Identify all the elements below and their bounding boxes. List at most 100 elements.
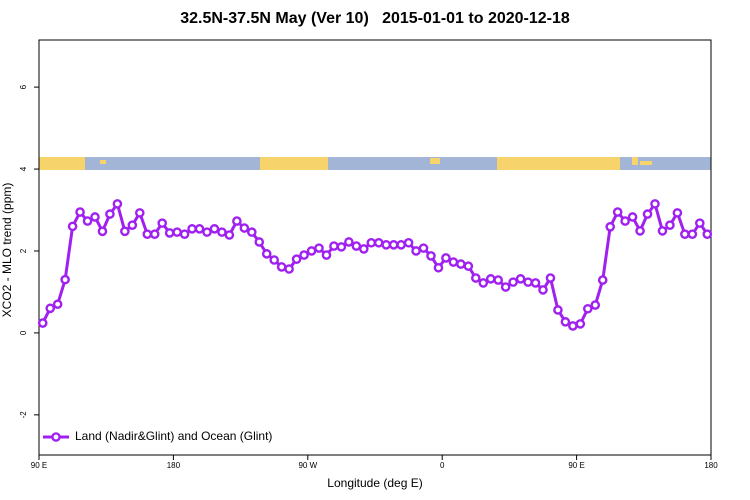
data-point xyxy=(284,264,294,274)
data-point xyxy=(545,273,556,283)
data-point xyxy=(418,243,429,253)
data-point xyxy=(172,227,182,237)
y-tick-label: -2 xyxy=(19,411,28,419)
data-point xyxy=(90,212,100,222)
data-point xyxy=(306,246,317,256)
data-point xyxy=(687,229,698,239)
y-tick-label: 4 xyxy=(19,166,28,171)
data-point xyxy=(209,224,220,234)
data-point xyxy=(112,199,123,209)
data-point xyxy=(680,229,690,239)
data-point xyxy=(202,227,212,237)
data-point xyxy=(702,229,713,239)
x-tick-label: 90 E xyxy=(31,461,47,470)
data-point xyxy=(508,277,518,287)
data-point xyxy=(314,243,324,253)
data-point xyxy=(530,278,541,288)
data-point xyxy=(82,216,93,226)
data-point xyxy=(493,275,504,285)
data-point xyxy=(448,257,459,267)
data-point xyxy=(261,249,272,259)
x-tick-label: 0 xyxy=(440,461,445,470)
y-tick-label: 0 xyxy=(19,330,28,335)
data-point xyxy=(426,251,436,261)
data-point xyxy=(441,253,451,263)
data-point xyxy=(695,218,705,228)
data-point xyxy=(52,299,63,310)
data-point xyxy=(269,255,280,265)
data-point xyxy=(134,208,145,218)
data-point xyxy=(276,262,287,272)
data-point xyxy=(657,226,668,236)
legend-label: Land (Nadir&Glint) and Ocean (Glint) xyxy=(75,429,272,443)
data-point xyxy=(105,209,115,219)
x-tick-label: 90 W xyxy=(298,461,317,470)
data-point xyxy=(627,212,638,222)
data-point xyxy=(239,223,250,233)
data-point xyxy=(642,209,653,219)
data-point xyxy=(396,240,406,250)
data-point xyxy=(157,218,167,228)
x-axis-label: Longitude (deg E) xyxy=(327,476,422,490)
data-point xyxy=(478,278,489,288)
data-point xyxy=(553,305,563,315)
chart-title: 32.5N-37.5N May (Ver 10) 2015-01-01 to 2… xyxy=(180,10,570,27)
data-point xyxy=(366,237,377,248)
data-point xyxy=(164,228,175,238)
data-point xyxy=(67,221,78,232)
data-point xyxy=(179,229,190,239)
data-point xyxy=(60,274,70,285)
x-tick-label: 180 xyxy=(167,461,181,470)
data-point xyxy=(560,317,571,327)
data-point xyxy=(388,240,399,250)
data-point xyxy=(583,303,593,314)
data-point xyxy=(515,274,526,284)
y-tick-label: 6 xyxy=(19,84,28,89)
data-point xyxy=(127,220,138,230)
data-point xyxy=(411,246,421,256)
data-point xyxy=(45,303,56,314)
data-point xyxy=(246,227,257,237)
data-point xyxy=(142,229,153,239)
x-tick-label: 90 E xyxy=(568,461,584,470)
data-point xyxy=(358,244,369,254)
data-point xyxy=(635,226,645,236)
data-point xyxy=(597,275,608,285)
data-point xyxy=(120,226,130,237)
data-point xyxy=(299,250,309,260)
data-point xyxy=(575,319,586,329)
data-point xyxy=(224,230,235,240)
data-point xyxy=(329,241,339,251)
plot-frame xyxy=(38,39,712,456)
data-point xyxy=(373,237,384,248)
data-point xyxy=(381,240,392,250)
data-point xyxy=(37,318,48,328)
x-tick-label: 180 xyxy=(704,461,718,470)
data-point xyxy=(254,237,265,247)
data-point xyxy=(456,259,466,269)
data-point xyxy=(485,274,496,284)
data-point xyxy=(650,199,660,209)
data-point xyxy=(523,277,533,287)
data-point xyxy=(194,224,205,234)
y-tick-label: 2 xyxy=(19,248,28,253)
data-point xyxy=(232,216,242,226)
data-point xyxy=(321,250,332,260)
data-point xyxy=(470,273,481,283)
data-point xyxy=(344,237,354,247)
data-point xyxy=(500,282,511,292)
data-point xyxy=(351,241,362,251)
data-point xyxy=(590,300,601,310)
data-point xyxy=(336,242,347,252)
data-point xyxy=(612,207,623,217)
data-point xyxy=(291,254,302,264)
data-point xyxy=(187,224,197,234)
data-point xyxy=(75,207,85,217)
data-point xyxy=(463,261,474,271)
legend-marker xyxy=(51,432,61,442)
data-point xyxy=(665,220,675,230)
data-point xyxy=(149,229,160,239)
data-line xyxy=(41,200,709,328)
data-point xyxy=(217,227,227,237)
data-point xyxy=(538,285,548,295)
